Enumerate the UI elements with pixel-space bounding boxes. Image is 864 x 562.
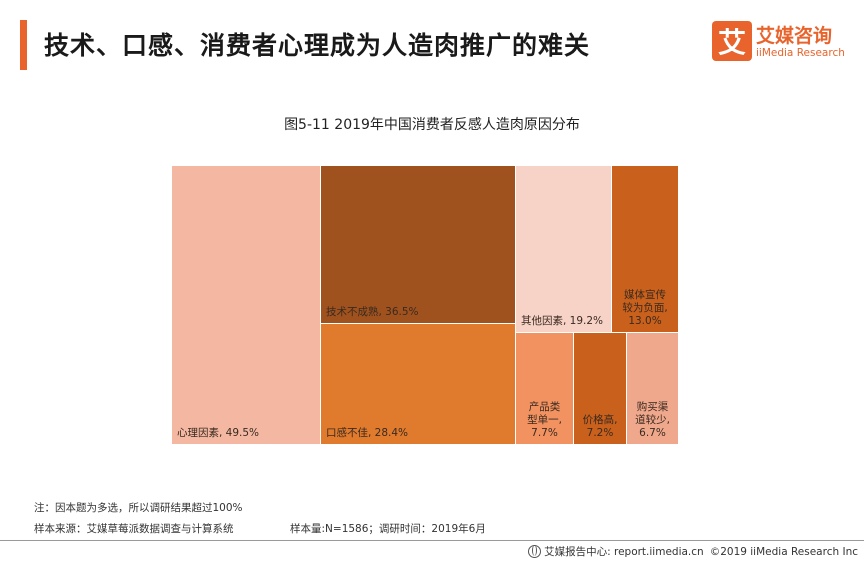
treemap-cell-6: 产品类型单一, 7.7% bbox=[516, 333, 573, 444]
treemap-cell-rect bbox=[516, 166, 611, 332]
logo-mark-icon: 艾 bbox=[712, 21, 752, 61]
treemap-cell-label: 媒体宣传较为负面, 13.0% bbox=[622, 288, 667, 327]
treemap-cell-label: 其他因素, 19.2% bbox=[521, 314, 603, 327]
logo-english-name: iiMedia Research bbox=[756, 47, 845, 59]
treemap-cell-label: 购买渠道较少, 6.7% bbox=[635, 400, 670, 439]
iimedia-logo: 艾 艾媒咨询 iiMedia Research bbox=[712, 21, 852, 67]
title-accent-bar bbox=[20, 20, 27, 70]
sample-source-note: 样本来源：艾媒草莓派数据调查与计算系统 bbox=[34, 523, 234, 535]
report-center-link[interactable]: 艾媒报告中心: report.iimedia.cn bbox=[544, 546, 704, 558]
treemap-cell-7: 价格高, 7.2% bbox=[574, 333, 626, 444]
footer-divider bbox=[0, 540, 864, 541]
treemap-cell-label: 价格高, 7.2% bbox=[583, 413, 618, 439]
footer: 艾媒报告中心: report.iimedia.cn ©2019 iiMedia … bbox=[528, 544, 858, 559]
treemap-cell-label: 口感不佳, 28.4% bbox=[326, 426, 408, 439]
chart-title: 图5-11 2019年中国消费者反感人造肉原因分布 bbox=[284, 117, 580, 133]
logo-chinese-name: 艾媒咨询 bbox=[756, 25, 833, 47]
treemap-cell-rect bbox=[321, 324, 515, 444]
page-title: 技术、口感、消费者心理成为人造肉推广的难关 bbox=[44, 31, 591, 60]
multi-select-note: 注：因本题为多选，所以调研结果超过100% bbox=[34, 502, 243, 514]
copyright-text: ©2019 iiMedia Research Inc bbox=[709, 545, 858, 558]
treemap-cell-rect bbox=[627, 333, 678, 444]
treemap-cell-label: 心理因素, 49.5% bbox=[177, 426, 259, 439]
treemap-cell-label: 产品类型单一, 7.7% bbox=[527, 400, 562, 439]
treemap-cell-4: 其他因素, 19.2% bbox=[516, 166, 611, 332]
treemap-cell-rect bbox=[516, 333, 573, 444]
treemap-cell-2: 技术不成熟, 36.5% bbox=[321, 166, 515, 323]
sample-size-note: 样本量:N=1586；调研时间：2019年6月 bbox=[290, 523, 486, 535]
treemap-cell-rect bbox=[574, 333, 626, 444]
treemap-cell-3: 口感不佳, 28.4% bbox=[321, 324, 515, 444]
treemap-cell-5: 媒体宣传较为负面, 13.0% bbox=[612, 166, 678, 332]
treemap-cell-rect bbox=[172, 166, 320, 444]
treemap-cell-1: 心理因素, 49.5% bbox=[172, 166, 320, 444]
treemap-cell-rect bbox=[612, 166, 678, 332]
globe-icon bbox=[528, 545, 542, 558]
treemap-cell-label: 技术不成熟, 36.5% bbox=[326, 305, 419, 318]
treemap-cell-rect bbox=[321, 166, 515, 323]
treemap-cell-8: 购买渠道较少, 6.7% bbox=[627, 333, 678, 444]
